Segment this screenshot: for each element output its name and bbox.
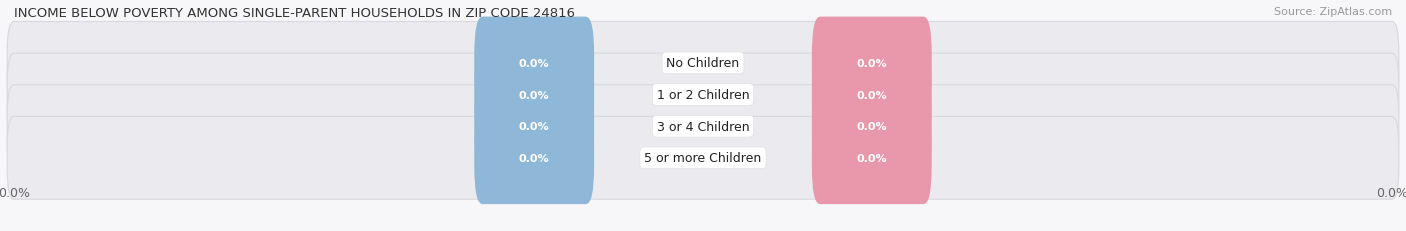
Text: No Children: No Children bbox=[666, 57, 740, 70]
Text: 0.0%: 0.0% bbox=[519, 59, 550, 69]
FancyBboxPatch shape bbox=[811, 49, 932, 141]
FancyBboxPatch shape bbox=[7, 85, 1399, 168]
FancyBboxPatch shape bbox=[7, 22, 1399, 105]
FancyBboxPatch shape bbox=[7, 117, 1399, 199]
Text: Source: ZipAtlas.com: Source: ZipAtlas.com bbox=[1274, 7, 1392, 17]
FancyBboxPatch shape bbox=[474, 49, 595, 141]
Text: 0.0%: 0.0% bbox=[519, 153, 550, 163]
Text: 1 or 2 Children: 1 or 2 Children bbox=[657, 89, 749, 102]
FancyBboxPatch shape bbox=[811, 18, 932, 110]
FancyBboxPatch shape bbox=[474, 18, 595, 110]
Legend: Single Father, Single Mother: Single Father, Single Mother bbox=[583, 227, 823, 231]
Text: 0.0%: 0.0% bbox=[856, 122, 887, 132]
FancyBboxPatch shape bbox=[474, 81, 595, 173]
Text: 0.0%: 0.0% bbox=[856, 90, 887, 100]
FancyBboxPatch shape bbox=[474, 112, 595, 204]
FancyBboxPatch shape bbox=[7, 54, 1399, 136]
FancyBboxPatch shape bbox=[811, 81, 932, 173]
Text: 3 or 4 Children: 3 or 4 Children bbox=[657, 120, 749, 133]
FancyBboxPatch shape bbox=[811, 112, 932, 204]
Text: 0.0%: 0.0% bbox=[856, 153, 887, 163]
Text: 0.0%: 0.0% bbox=[519, 122, 550, 132]
Text: 5 or more Children: 5 or more Children bbox=[644, 152, 762, 165]
Text: INCOME BELOW POVERTY AMONG SINGLE-PARENT HOUSEHOLDS IN ZIP CODE 24816: INCOME BELOW POVERTY AMONG SINGLE-PARENT… bbox=[14, 7, 575, 20]
Text: 0.0%: 0.0% bbox=[519, 90, 550, 100]
Text: 0.0%: 0.0% bbox=[856, 59, 887, 69]
